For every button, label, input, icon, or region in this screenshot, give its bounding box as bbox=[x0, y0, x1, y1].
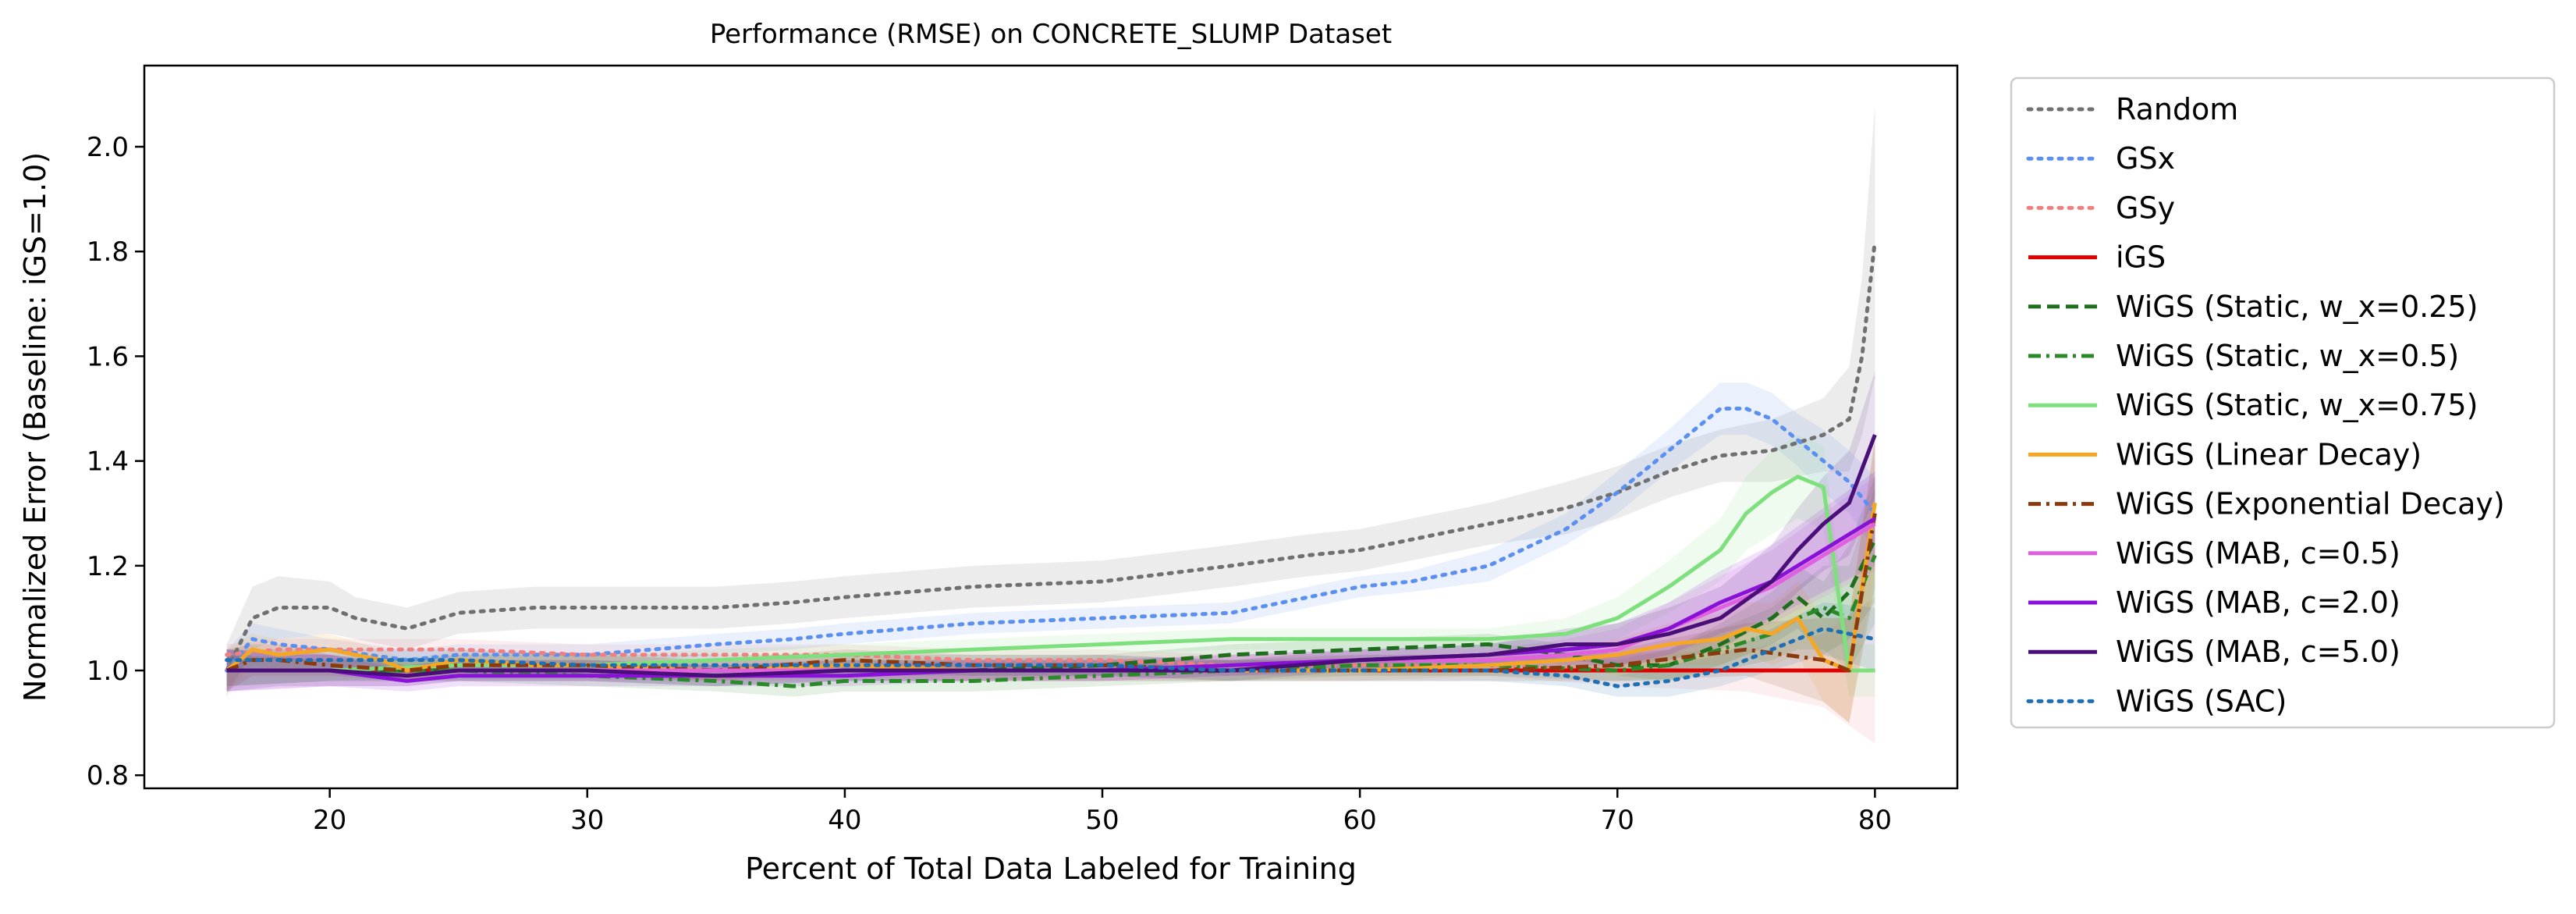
band-wigs-static-w-x-0-75 bbox=[226, 435, 1875, 697]
legend-item-wigs-static-w-x-0-5: WiGS (Static, w_x=0.5) bbox=[2028, 339, 2459, 373]
legend-item-wigs-exponential-decay: WiGS (Exponential Decay) bbox=[2028, 487, 2505, 521]
x-tick-label: 30 bbox=[570, 805, 604, 836]
series-line-wigs-sac bbox=[225, 626, 1877, 688]
legend-label: WiGS (Static, w_x=0.75) bbox=[2116, 388, 2478, 422]
series-line-gsx bbox=[225, 407, 1877, 673]
legend-label: WiGS (Linear Decay) bbox=[2116, 437, 2422, 471]
series-line-wigs-mab-c-2-0 bbox=[226, 517, 1876, 683]
y-tick-label: 1.0 bbox=[87, 656, 129, 687]
series-line-wigs-static-w-x-0-75 bbox=[226, 475, 1875, 673]
legend-item-gsx: GSx bbox=[2026, 141, 2175, 176]
x-tick-label: 20 bbox=[313, 805, 346, 836]
legend-label: WiGS (Exponential Decay) bbox=[2116, 487, 2505, 521]
legend-label: GSx bbox=[2116, 141, 2175, 176]
plot-area-frame bbox=[143, 64, 1959, 790]
series-line-wigs-mab-c-5-0 bbox=[226, 434, 1877, 678]
band-random bbox=[226, 105, 1875, 697]
y-tick-label: 2.0 bbox=[87, 132, 129, 163]
x-axis-label: Percent of Total Data Labeled for Traini… bbox=[745, 852, 1357, 886]
legend-item-wigs-linear-decay: WiGS (Linear Decay) bbox=[2028, 437, 2422, 471]
y-tick-label: 0.8 bbox=[87, 760, 129, 791]
legend-item-wigs-mab-c-0-5: WiGS (MAB, c=0.5) bbox=[2028, 536, 2400, 571]
chart-title: Performance (RMSE) on CONCRETE_SLUMP Dat… bbox=[710, 19, 1392, 50]
x-tick-label: 50 bbox=[1085, 805, 1119, 836]
legend-item-wigs-static-w-x-0-75: WiGS (Static, w_x=0.75) bbox=[2028, 388, 2478, 422]
y-tick-label: 1.6 bbox=[87, 341, 129, 372]
y-axis: 0.8 1.0 1.2 1.4 1.6 1.8 2.0 bbox=[87, 132, 144, 791]
legend-label: WiGS (Static, w_x=0.25) bbox=[2116, 290, 2478, 324]
x-tick-label: 60 bbox=[1343, 805, 1377, 836]
x-tick-label: 80 bbox=[1858, 805, 1892, 836]
legend: Random GSx GSy iGS WiGS (Static, w_x=0.25) Wi… bbox=[2010, 76, 2556, 729]
series-line-wigs-exponential-decay bbox=[225, 513, 1877, 673]
legend-label: GSy bbox=[2116, 190, 2175, 225]
series-line-gsy bbox=[225, 647, 1877, 673]
x-tick-label: 70 bbox=[1601, 805, 1634, 836]
y-axis-label: Normalized Error (Baseline: iGS=1.0) bbox=[18, 152, 52, 702]
legend-label: WiGS (Static, w_x=0.5) bbox=[2116, 339, 2459, 373]
legend-item-igs: iGS bbox=[2028, 240, 2166, 275]
legend-label: iGS bbox=[2116, 240, 2166, 275]
legend-frame bbox=[2010, 76, 2556, 729]
series-lines bbox=[225, 239, 1877, 688]
legend-item-wigs-static-w-x-0-25: WiGS (Static, w_x=0.25) bbox=[2028, 290, 2478, 324]
y-tick-label: 1.8 bbox=[87, 237, 129, 268]
x-tick-label: 40 bbox=[828, 805, 861, 836]
legend-item-random: Random bbox=[2026, 92, 2238, 126]
legend-label: WiGS (MAB, c=5.0) bbox=[2116, 635, 2400, 669]
legend-label: Random bbox=[2116, 92, 2238, 126]
legend-item-wigs-sac: WiGS (SAC) bbox=[2026, 684, 2287, 718]
y-tick-label: 1.2 bbox=[87, 551, 129, 582]
x-axis: 20 30 40 50 60 70 80 bbox=[313, 788, 1892, 836]
legend-label: WiGS (MAB, c=0.5) bbox=[2116, 536, 2400, 571]
legend-item-gsy: GSy bbox=[2026, 190, 2175, 225]
legend-item-wigs-mab-c-5-0: WiGS (MAB, c=5.0) bbox=[2028, 635, 2400, 669]
legend-label: WiGS (SAC) bbox=[2116, 684, 2287, 718]
y-tick-label: 1.4 bbox=[87, 446, 129, 478]
legend-label: WiGS (MAB, c=2.0) bbox=[2116, 585, 2400, 620]
legend-item-wigs-mab-c-2-0: WiGS (MAB, c=2.0) bbox=[2028, 585, 2400, 620]
series-line-random bbox=[225, 239, 1877, 673]
